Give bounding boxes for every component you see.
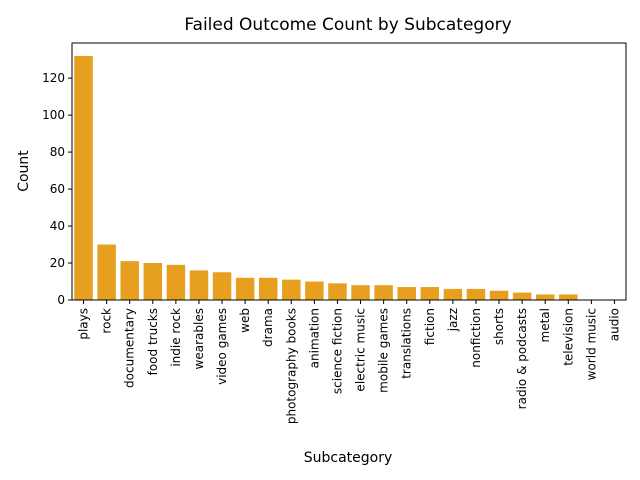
- bar-electric-music: [351, 285, 370, 300]
- bar-radio-podcasts: [512, 292, 532, 300]
- bars-group: [74, 55, 578, 301]
- x-tick-label: wearables: [192, 308, 206, 369]
- bar-jazz: [443, 288, 463, 300]
- bar-fiction: [420, 287, 440, 300]
- x-tick-label: metal: [538, 308, 552, 342]
- bar-web: [235, 277, 255, 300]
- x-tick-label: plays: [77, 308, 91, 340]
- x-tick-label: translations: [400, 308, 414, 379]
- bar-documentary: [120, 261, 139, 300]
- x-tick-label: photography books: [284, 308, 298, 424]
- x-tick-label: science fiction: [330, 308, 344, 394]
- bar-nonfiction: [466, 288, 486, 300]
- bar-metal: [535, 294, 555, 300]
- x-tick-label: fiction: [423, 308, 437, 345]
- y-tick-label: 20: [50, 256, 65, 270]
- bar-plays: [74, 55, 93, 301]
- x-tick-label: television: [561, 308, 575, 366]
- bar-science-fiction: [328, 283, 347, 300]
- bar-television: [559, 294, 578, 300]
- x-tick-label: shorts: [492, 308, 506, 345]
- y-tick-label: 60: [50, 182, 65, 196]
- x-tick-label: jazz: [446, 308, 460, 332]
- bar-mobile-games: [374, 285, 393, 300]
- bar-video-games: [212, 272, 232, 300]
- x-tick-label: documentary: [123, 308, 137, 388]
- bar-drama: [258, 277, 278, 300]
- x-tick-label: animation: [307, 308, 321, 368]
- x-tick-label: food trucks: [146, 308, 160, 375]
- x-tick-label: world music: [584, 308, 598, 380]
- x-tick-label: indie rock: [169, 308, 183, 367]
- x-tick-label: web: [238, 308, 252, 333]
- bar-photography-books: [282, 279, 301, 300]
- y-tick-label: 100: [42, 108, 65, 122]
- chart-title: Failed Outcome Count by Subcategory: [184, 15, 511, 35]
- x-tick-label: mobile games: [377, 308, 391, 393]
- y-axis-label: Count: [16, 150, 32, 192]
- y-axis: 0 20 40 60 80 100 120: [42, 71, 72, 307]
- x-tick-label: nonfiction: [469, 308, 483, 368]
- bar-food-trucks: [143, 263, 163, 300]
- x-tick-label: rock: [100, 308, 114, 334]
- y-tick-label: 120: [42, 71, 65, 85]
- y-tick-label: 0: [57, 293, 65, 307]
- x-tick-label: radio & podcasts: [515, 308, 529, 409]
- x-tick-label: audio: [607, 308, 621, 341]
- y-tick-label: 40: [50, 219, 65, 233]
- x-axis-label: Subcategory: [304, 450, 393, 466]
- bar-animation: [305, 281, 324, 300]
- bar-wearables: [189, 270, 209, 300]
- x-tick-label: video games: [215, 308, 229, 385]
- bar-translations: [397, 287, 416, 300]
- plot-frame: [71, 42, 627, 301]
- x-tick-label: drama: [261, 308, 275, 347]
- bar-shorts: [489, 290, 509, 300]
- bar-indie-rock: [166, 264, 186, 300]
- x-axis: plays rock documentary food trucks indie roc…: [77, 300, 621, 424]
- x-tick-label: electric music: [354, 308, 368, 392]
- bar-rock: [97, 244, 116, 300]
- y-tick-label: 80: [50, 145, 65, 159]
